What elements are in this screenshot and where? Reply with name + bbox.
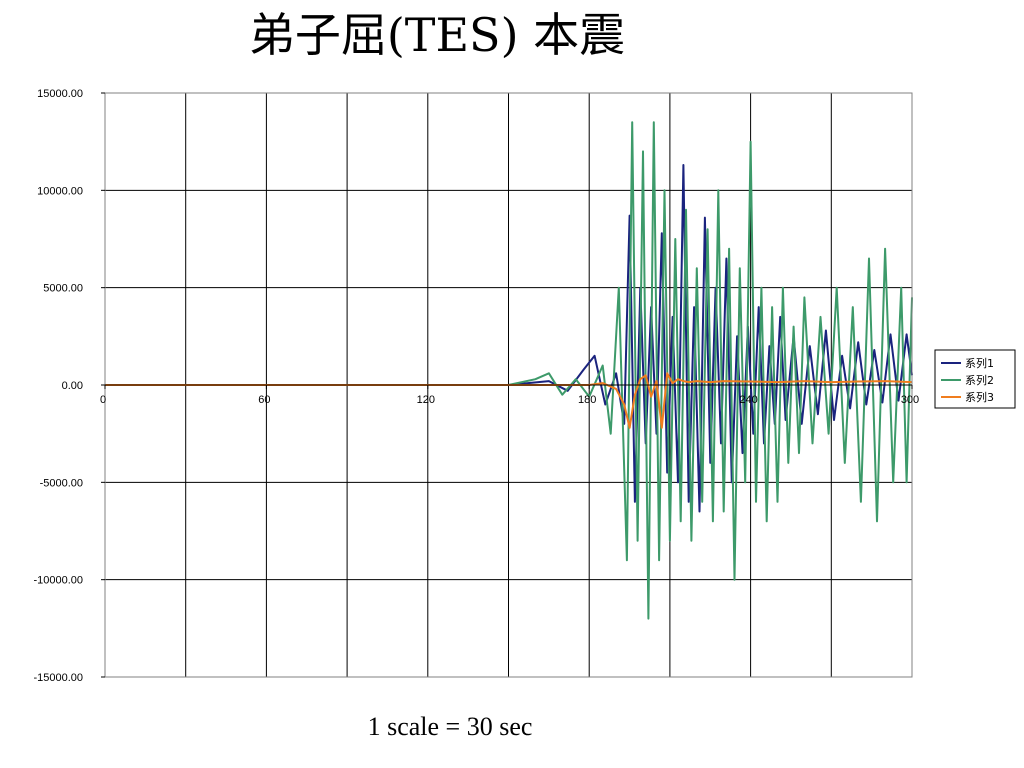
x-tick-label: 240 (739, 394, 757, 406)
series-line-3 (105, 372, 913, 429)
y-tick-label: 10000.00 (37, 185, 83, 197)
y-tick-label: -15000.00 (33, 672, 83, 684)
scale-caption: 1 scale = 30 sec (367, 712, 533, 741)
y-tick-label: 0.00 (62, 380, 83, 392)
y-tick-label: -10000.00 (33, 575, 83, 587)
y-axis-ticks: 15000.00 10000.00 5000.00 0.00 -5000.00 -1000… (33, 88, 105, 684)
y-tick-label: 5000.00 (43, 283, 83, 295)
x-tick-label: 60 (258, 394, 270, 406)
x-tick-label: 300 (901, 394, 919, 406)
legend-label-3: 系列3 (965, 390, 994, 404)
series-group (105, 121, 913, 620)
x-axis-ticks: 0 60 120 180 240 300 (100, 385, 919, 406)
y-tick-label: -5000.00 (40, 477, 83, 489)
series-line-2 (105, 121, 913, 620)
x-tick-label: 120 (417, 394, 435, 406)
page-title: 弟子屈(TES) 本震 (248, 8, 626, 62)
legend: 系列1 系列2 系列3 (934, 349, 1016, 409)
x-tick-label: 0 (100, 394, 106, 406)
series-line-1 (105, 164, 913, 513)
legend-label-2: 系列2 (965, 373, 994, 387)
legend-label-1: 系列1 (965, 356, 994, 370)
line-chart: 15000.00 10000.00 5000.00 0.00 -5000.00 -1000… (33, 88, 1016, 684)
y-tick-label: 15000.00 (37, 88, 83, 100)
x-tick-label: 180 (578, 394, 596, 406)
